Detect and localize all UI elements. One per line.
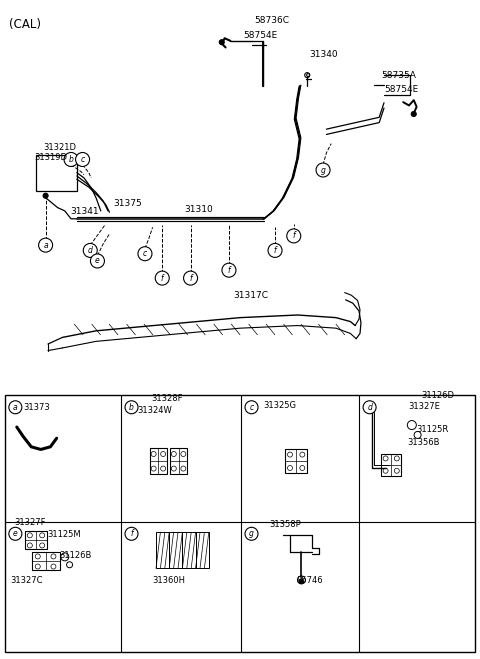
Circle shape <box>305 72 310 78</box>
Circle shape <box>245 527 258 540</box>
Circle shape <box>316 163 330 177</box>
Bar <box>150 448 167 474</box>
Text: 31327F: 31327F <box>14 518 46 527</box>
Bar <box>156 532 169 568</box>
Text: g: g <box>249 529 254 538</box>
Text: 31328F: 31328F <box>151 394 183 403</box>
Text: 31325G: 31325G <box>263 401 296 410</box>
Text: 58736C: 58736C <box>254 16 289 25</box>
Bar <box>25 531 47 550</box>
Circle shape <box>125 401 138 414</box>
Text: e: e <box>13 529 18 538</box>
Text: f: f <box>228 266 230 275</box>
Circle shape <box>9 401 22 414</box>
Text: 31356B: 31356B <box>407 438 440 447</box>
Text: 31125R: 31125R <box>416 424 448 434</box>
Circle shape <box>83 243 97 258</box>
Bar <box>170 448 187 474</box>
Circle shape <box>219 40 224 45</box>
Text: 31327E: 31327E <box>408 402 440 411</box>
Circle shape <box>411 111 416 117</box>
Circle shape <box>75 152 90 167</box>
Text: g: g <box>321 165 325 175</box>
Circle shape <box>125 527 138 540</box>
Text: 31126D: 31126D <box>421 391 454 400</box>
Circle shape <box>43 193 48 198</box>
Text: 58754E: 58754E <box>384 85 418 94</box>
Text: 31324W: 31324W <box>137 406 172 415</box>
Text: 31375: 31375 <box>114 198 143 208</box>
Text: f: f <box>274 246 276 255</box>
Text: 85746: 85746 <box>297 576 323 585</box>
Bar <box>182 532 196 568</box>
Text: c: c <box>81 155 84 164</box>
Text: 31126B: 31126B <box>60 551 92 560</box>
Circle shape <box>9 527 22 540</box>
Circle shape <box>183 271 198 285</box>
Bar <box>32 552 60 571</box>
Circle shape <box>138 246 152 261</box>
Text: d: d <box>367 403 372 412</box>
Text: b: b <box>69 155 73 164</box>
Text: b: b <box>129 403 134 412</box>
Text: 31327C: 31327C <box>11 576 43 585</box>
Text: a: a <box>43 241 48 250</box>
Text: 31125M: 31125M <box>47 530 81 539</box>
Circle shape <box>287 229 301 243</box>
Text: f: f <box>130 529 133 538</box>
Text: (CAL): (CAL) <box>9 18 41 32</box>
Circle shape <box>38 238 53 252</box>
Text: c: c <box>250 403 253 412</box>
Text: f: f <box>161 273 164 283</box>
Circle shape <box>64 152 78 167</box>
Text: c: c <box>143 249 147 258</box>
Text: a: a <box>13 403 18 412</box>
Text: 31360H: 31360H <box>153 576 186 585</box>
Bar <box>36 155 77 191</box>
Text: 58735A: 58735A <box>382 71 417 80</box>
Bar <box>5 395 475 652</box>
Circle shape <box>268 243 282 258</box>
Circle shape <box>363 401 376 414</box>
Text: 31358P: 31358P <box>269 519 300 529</box>
Circle shape <box>222 263 236 277</box>
Text: 31317C: 31317C <box>233 291 268 300</box>
Text: 31373: 31373 <box>23 403 50 412</box>
Text: f: f <box>189 273 192 283</box>
Text: 31341: 31341 <box>70 207 99 216</box>
Text: 31321D: 31321D <box>43 142 76 152</box>
Text: 31319D: 31319D <box>35 153 68 162</box>
Circle shape <box>299 579 304 584</box>
Text: e: e <box>95 256 100 266</box>
Text: 31340: 31340 <box>309 50 338 59</box>
Circle shape <box>245 401 258 414</box>
Text: 58754E: 58754E <box>243 30 277 40</box>
Text: d: d <box>88 246 93 255</box>
Circle shape <box>90 254 105 268</box>
Text: f: f <box>292 231 295 241</box>
Bar <box>381 453 401 476</box>
Circle shape <box>155 271 169 285</box>
Bar <box>196 532 209 568</box>
Bar <box>285 449 307 473</box>
Circle shape <box>307 74 310 76</box>
Text: 31310: 31310 <box>184 205 213 214</box>
Bar <box>169 532 182 568</box>
